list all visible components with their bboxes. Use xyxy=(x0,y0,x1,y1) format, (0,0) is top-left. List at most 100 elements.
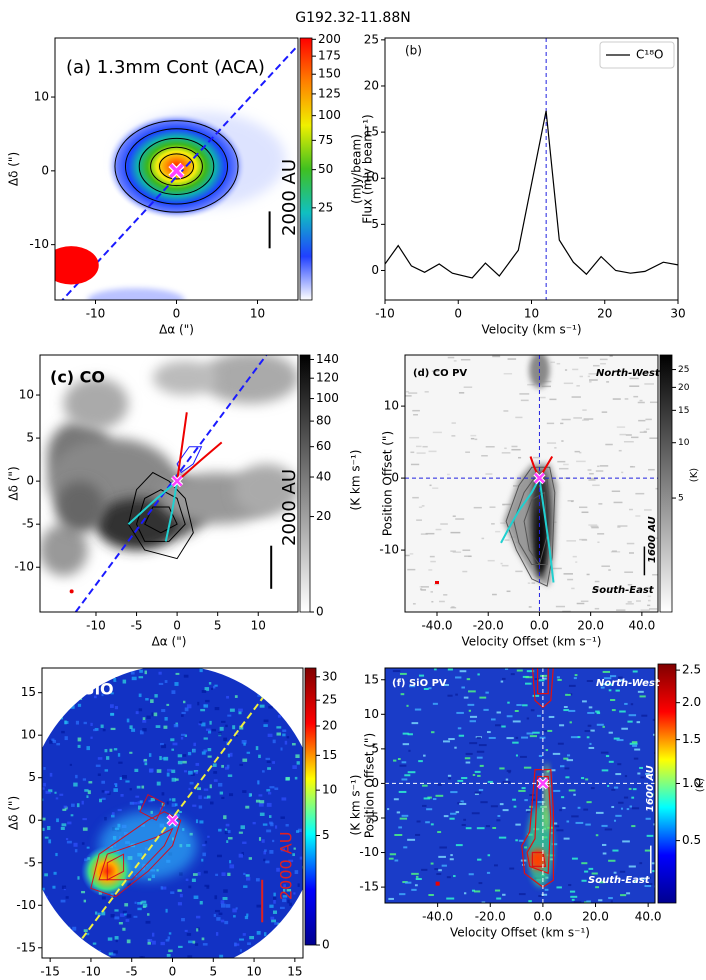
speckle xyxy=(266,802,272,807)
speckle xyxy=(512,741,519,744)
speckle xyxy=(426,808,433,811)
speckle xyxy=(594,580,600,583)
speckle xyxy=(571,587,575,590)
speckle xyxy=(506,769,512,772)
speckle xyxy=(421,505,425,507)
speckle xyxy=(201,937,205,941)
outflow-edge xyxy=(176,441,223,482)
speckle xyxy=(441,864,447,867)
speckle xyxy=(451,422,456,424)
speckle xyxy=(522,704,528,707)
speckle xyxy=(631,796,635,799)
speckle xyxy=(290,669,295,672)
speckle xyxy=(487,559,495,562)
speckle xyxy=(48,791,51,794)
speckle xyxy=(513,805,517,808)
speckle xyxy=(70,705,75,709)
speckle xyxy=(577,806,581,809)
speckle xyxy=(423,687,429,690)
speckle xyxy=(487,854,491,857)
speckle xyxy=(44,836,49,839)
speckle xyxy=(133,915,138,918)
speckle xyxy=(276,867,280,872)
speckle xyxy=(609,355,613,357)
speckle xyxy=(286,889,292,892)
speckle xyxy=(593,364,600,367)
speckle xyxy=(139,669,143,673)
speckle xyxy=(238,831,243,834)
speckle xyxy=(645,772,650,775)
speckle xyxy=(224,766,229,770)
speckle xyxy=(465,752,473,755)
speckle xyxy=(166,703,170,706)
speckle xyxy=(219,726,224,731)
speckle xyxy=(241,740,247,744)
speckle xyxy=(179,872,183,876)
speckle xyxy=(429,484,432,487)
speckle xyxy=(649,401,658,404)
speckle xyxy=(69,941,75,946)
speckle xyxy=(601,769,609,772)
speckle xyxy=(248,857,253,860)
speckle xyxy=(621,471,624,474)
x-tick-label: 40.0 xyxy=(635,910,662,924)
colorbar-tick-label: 2.0 xyxy=(682,695,701,709)
speckle xyxy=(585,823,591,826)
speckle xyxy=(572,555,577,558)
speckle xyxy=(196,927,200,931)
speckle xyxy=(596,723,604,726)
speckle xyxy=(501,452,511,454)
speckle xyxy=(229,752,233,757)
speckle xyxy=(636,372,642,375)
speckle xyxy=(501,725,506,728)
speckle xyxy=(431,370,440,372)
speckle xyxy=(151,959,154,961)
speckle xyxy=(265,860,270,864)
speckle xyxy=(605,443,613,446)
speckle xyxy=(503,372,513,375)
speckle xyxy=(520,399,529,402)
speckle xyxy=(608,760,614,763)
speckle xyxy=(224,828,228,831)
speckle xyxy=(439,600,445,603)
speckle xyxy=(192,749,196,753)
speckle xyxy=(610,900,613,903)
speckle xyxy=(45,907,49,911)
speckle xyxy=(283,683,288,687)
speckle xyxy=(401,557,403,559)
speckle xyxy=(498,836,507,839)
speckle xyxy=(474,890,481,893)
y-tick-label: 10 xyxy=(384,399,399,413)
speckle xyxy=(619,710,626,713)
speckle xyxy=(628,552,634,554)
y-tick-label: 25 xyxy=(364,32,379,46)
speckle xyxy=(273,892,276,897)
speckle xyxy=(402,466,404,468)
speckle xyxy=(165,939,170,942)
speckle xyxy=(568,684,576,687)
speckle xyxy=(179,810,182,814)
speckle xyxy=(404,774,411,777)
speckle xyxy=(458,734,465,737)
emission xyxy=(152,360,218,396)
colorbar-tick-label: 2.5 xyxy=(682,663,701,677)
speckle xyxy=(598,881,606,884)
speckle xyxy=(279,906,285,910)
speckle xyxy=(613,371,623,373)
speckle xyxy=(450,550,456,552)
speckle xyxy=(641,904,643,906)
speckle xyxy=(129,751,133,754)
speckle xyxy=(525,809,531,812)
speckle xyxy=(46,910,50,914)
speckle xyxy=(411,872,419,875)
speckle xyxy=(559,724,565,727)
speckle xyxy=(277,690,283,693)
speckle xyxy=(291,951,296,954)
speckle xyxy=(436,873,442,876)
speckle xyxy=(547,769,556,772)
speckle xyxy=(172,742,178,746)
speckle xyxy=(617,763,622,766)
speckle xyxy=(267,733,273,737)
y-tick-label: 0 xyxy=(371,263,379,277)
speckle xyxy=(72,953,78,956)
